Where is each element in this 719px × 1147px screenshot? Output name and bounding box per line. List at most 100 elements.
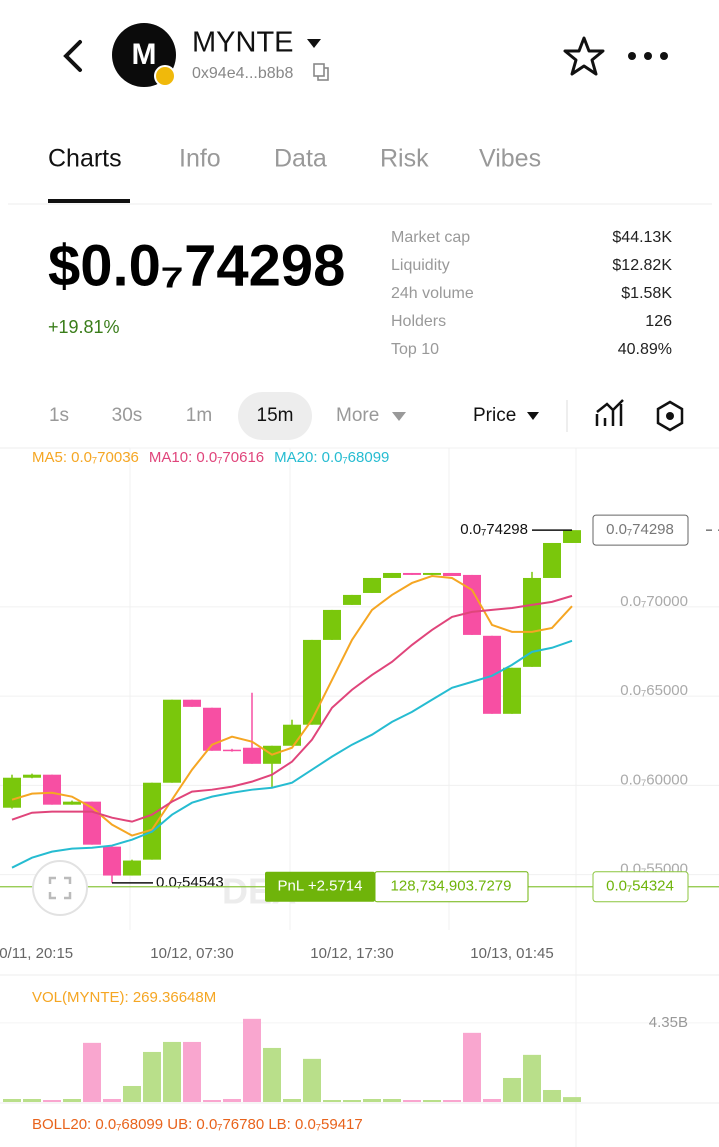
candle-body <box>523 577 541 667</box>
position-box <box>592 871 689 903</box>
stat-label: 24h volume <box>391 285 474 302</box>
tab[interactable]: Data <box>274 145 327 173</box>
volume-bar <box>423 1099 441 1102</box>
volume-bar <box>323 1099 341 1102</box>
candle-body <box>23 774 41 778</box>
last-price-tag: 0.0₇74298 <box>606 521 674 538</box>
candle-body <box>463 574 481 635</box>
token-address: 0x94e4...b8b8 <box>192 65 294 82</box>
volume-bar <box>283 1098 301 1102</box>
settings-icon[interactable] <box>656 400 684 432</box>
stat-value: $44.13K <box>612 229 672 246</box>
candle-body <box>443 572 461 576</box>
volume-bar <box>563 1097 581 1102</box>
volume-bar <box>503 1077 521 1102</box>
stat-label: Market cap <box>391 229 470 246</box>
volume-bar <box>303 1058 321 1102</box>
volume-bar <box>83 1042 101 1102</box>
boll-label: BOLL20: 0.0₇68099 UB: 0.0₇76780 LB: 0.0₇… <box>32 1116 363 1133</box>
tab-underline <box>48 199 130 203</box>
candle-body <box>343 594 361 605</box>
more-menu[interactable] <box>628 52 668 60</box>
last-price-label: 0.0₇74298 <box>460 521 528 538</box>
y-tick-label: 0.0₇60000 <box>620 771 688 788</box>
volume-bar <box>463 1032 481 1102</box>
settings-dot <box>666 412 674 420</box>
candle-body <box>323 609 341 640</box>
x-tick-label: 10/12, 07:30 <box>150 945 233 962</box>
timeframe[interactable]: More <box>336 405 379 426</box>
ma-line <box>11 639 573 869</box>
volume-bar <box>223 1098 241 1102</box>
amount-box <box>374 871 529 903</box>
volume-bar <box>3 1098 21 1102</box>
candle-body <box>563 530 581 543</box>
ma-line <box>11 594 573 823</box>
volume-bar <box>523 1054 541 1102</box>
candle-body <box>183 699 201 707</box>
candle-body <box>103 846 121 876</box>
tab[interactable]: Risk <box>380 145 429 173</box>
volume-bar <box>183 1041 201 1102</box>
volume-bar <box>63 1098 81 1102</box>
tab[interactable]: Info <box>179 145 221 173</box>
tab[interactable]: Charts <box>48 145 122 173</box>
stat-value: 126 <box>645 313 672 330</box>
stat-value: $12.82K <box>612 257 672 274</box>
favorite-star[interactable] <box>563 36 605 76</box>
position-tag: 0.0₇54324 <box>606 878 674 895</box>
volume-bar <box>343 1099 361 1102</box>
fullscreen-icon <box>48 876 72 900</box>
pnl-label: PnL +2.5714 <box>278 878 363 895</box>
price-menu[interactable]: Price <box>473 405 516 426</box>
volume-label: VOL(MYNTE): 269.36648M <box>32 989 216 1006</box>
timeframe[interactable]: 1s <box>49 405 69 426</box>
timeframe[interactable]: 15m <box>257 405 294 426</box>
indicator-icon[interactable] <box>595 399 624 426</box>
candle-body <box>123 860 141 876</box>
timeframe-pill <box>238 392 312 440</box>
fullscreen-button[interactable] <box>32 860 88 916</box>
x-tick-label: 10/11, 20:15 <box>0 945 73 962</box>
price-change: +19.81% <box>48 317 120 337</box>
stat-label: Liquidity <box>391 257 450 274</box>
volume-bar <box>23 1098 41 1102</box>
tab[interactable]: Vibes <box>479 145 541 173</box>
volume-bar <box>143 1051 161 1102</box>
back-button[interactable] <box>63 40 82 72</box>
candle-body <box>3 777 21 808</box>
candle-body <box>43 774 61 805</box>
volume-bar <box>383 1098 401 1102</box>
stat-value: $1.58K <box>621 285 672 302</box>
last-price-box <box>592 514 689 546</box>
candle-body <box>203 707 221 751</box>
x-tick-label: 10/13, 01:45 <box>470 945 553 962</box>
volume-bar <box>363 1098 381 1102</box>
y-tick-label: 0.0₇70000 <box>620 593 688 610</box>
volume-bar <box>123 1085 141 1102</box>
stat-label: Top 10 <box>391 341 439 358</box>
timeframe[interactable]: 30s <box>112 405 143 426</box>
token-name: MYNTE <box>192 27 294 59</box>
candle-body <box>423 572 441 575</box>
candle-body <box>143 782 161 860</box>
candle-body <box>163 699 181 783</box>
chain-badge <box>154 65 176 87</box>
volume-bar <box>243 1018 261 1102</box>
more-caret <box>392 412 406 421</box>
volume-bar <box>263 1047 281 1102</box>
volume-bar <box>443 1099 461 1102</box>
timeframe[interactable]: 1m <box>186 405 212 426</box>
volume-bar <box>103 1098 121 1102</box>
dropdown-caret[interactable] <box>307 39 321 48</box>
volume-bar <box>483 1098 501 1102</box>
volume-bar <box>543 1089 561 1102</box>
price-caret <box>527 412 539 420</box>
legend-entry: MA20: 0.0₇68099 <box>274 449 389 466</box>
candle-body <box>283 724 301 746</box>
volume-bar <box>403 1099 421 1102</box>
low-price-label: 0.0₇54543 <box>156 874 224 891</box>
ma-line <box>11 574 573 837</box>
candle-body <box>543 542 561 578</box>
